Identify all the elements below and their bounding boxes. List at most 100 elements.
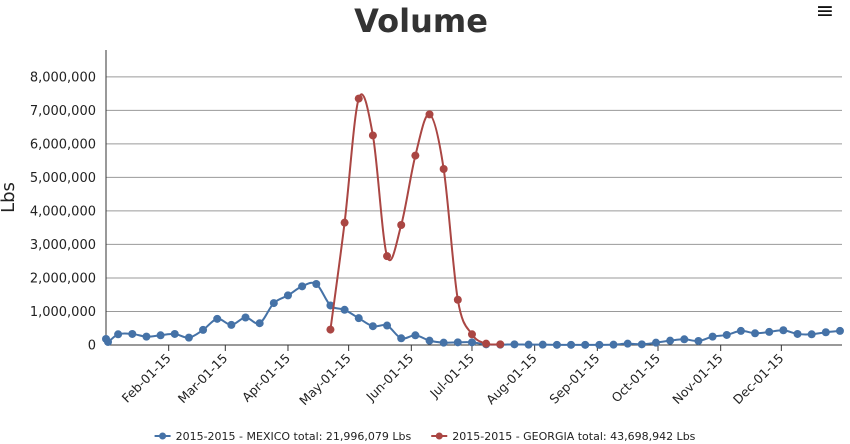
data-point[interactable] [524, 340, 533, 349]
x-tick-label: Apr-01-15 [239, 351, 293, 405]
grid-lines [106, 76, 842, 346]
data-point[interactable] [142, 332, 151, 341]
data-point[interactable] [708, 332, 717, 341]
data-point[interactable] [354, 314, 363, 323]
data-point[interactable] [609, 340, 618, 349]
data-point[interactable] [595, 340, 604, 349]
data-point[interactable] [156, 331, 165, 340]
x-tick-label: Dec-01-15 [730, 351, 787, 408]
data-point[interactable] [184, 333, 193, 342]
legend[interactable]: 2015-2015 - MEXICO total: 21,996,079 Lbs… [154, 430, 696, 443]
data-point[interactable] [368, 322, 377, 331]
y-tick-label: 7,000,000 [30, 104, 96, 119]
series-group [102, 93, 844, 349]
y-tick-label: 0 [88, 339, 96, 354]
data-point[interactable] [835, 326, 844, 335]
data-point[interactable] [411, 331, 420, 340]
data-point[interactable] [680, 335, 689, 344]
y-tick-label: 5,000,000 [30, 171, 96, 186]
x-tick-label: Nov-01-15 [669, 351, 726, 408]
data-point[interactable] [538, 340, 547, 349]
y-axis-ticks: 0 1,000,000 2,000,000 3,000,000 4,000,000 5,0… [30, 70, 96, 353]
data-point[interactable] [326, 325, 335, 334]
data-point[interactable] [552, 340, 561, 349]
data-point[interactable] [567, 340, 576, 349]
data-point[interactable] [312, 279, 321, 288]
data-point[interactable] [383, 252, 392, 261]
x-tick-label: Feb-01-15 [119, 351, 174, 406]
data-point[interactable] [496, 340, 505, 349]
data-point[interactable] [354, 94, 363, 103]
data-point[interactable] [128, 329, 137, 338]
data-point[interactable] [807, 330, 816, 339]
data-point[interactable] [651, 338, 660, 347]
legend-item-1[interactable]: 2015-2015 - MEXICO total: 21,996,079 Lbs [154, 430, 412, 443]
data-point[interactable] [411, 151, 420, 160]
data-point[interactable] [340, 305, 349, 314]
legend-item-2[interactable]: 2015-2015 - GEORGIA total: 43,698,942 Lb… [431, 430, 696, 443]
legend-label: 2015-2015 - GEORGIA total: 43,698,942 Lb… [452, 430, 695, 443]
data-point[interactable] [298, 282, 307, 291]
hamburger-icon: ≡ [815, 0, 835, 24]
x-tick-label: May-01-15 [296, 351, 354, 409]
data-point[interactable] [269, 299, 278, 308]
data-point[interactable] [170, 329, 179, 338]
data-point[interactable] [397, 220, 406, 229]
data-point[interactable] [425, 336, 434, 345]
data-point[interactable] [821, 328, 830, 337]
x-tick-label: Aug-01-15 [483, 351, 540, 408]
data-point[interactable] [439, 338, 448, 347]
data-point[interactable] [227, 320, 236, 329]
data-point[interactable] [255, 319, 264, 328]
data-point[interactable] [397, 334, 406, 343]
data-point[interactable] [467, 330, 476, 339]
data-point[interactable] [425, 110, 434, 119]
data-point[interactable] [666, 336, 675, 345]
data-point[interactable] [340, 218, 349, 227]
data-point[interactable] [383, 321, 392, 330]
data-point[interactable] [736, 326, 745, 335]
series-2 [326, 93, 505, 349]
x-tick-label: Sep-01-15 [546, 351, 602, 407]
y-tick-label: 8,000,000 [30, 70, 96, 85]
y-tick-label: 3,000,000 [30, 238, 96, 253]
y-tick-label: 1,000,000 [30, 305, 96, 320]
y-tick-label: 4,000,000 [30, 204, 96, 219]
data-point[interactable] [722, 330, 731, 339]
data-point[interactable] [467, 338, 476, 347]
x-axis: Feb-01-15 Mar-01-15 Apr-01-15 May-01-15 Jun-… [119, 345, 787, 409]
x-tick-label: Mar-01-15 [175, 351, 231, 407]
y-tick-label: 2,000,000 [30, 271, 96, 286]
data-point[interactable] [453, 295, 462, 304]
data-point[interactable] [213, 314, 222, 323]
data-point[interactable] [637, 340, 646, 349]
hamburger-menu-button[interactable]: ≡ [812, 0, 838, 24]
x-tick-label: Oct-01-15 [608, 351, 663, 406]
data-point[interactable] [439, 165, 448, 174]
data-point[interactable] [104, 337, 113, 346]
data-point[interactable] [779, 326, 788, 335]
legend-point-marker [435, 432, 443, 440]
data-point[interactable] [241, 313, 250, 322]
data-point[interactable] [694, 336, 703, 345]
data-point[interactable] [751, 329, 760, 338]
data-point[interactable] [765, 327, 774, 336]
series-line [329, 93, 501, 346]
data-point[interactable] [368, 131, 377, 140]
data-point[interactable] [793, 329, 802, 338]
data-point[interactable] [510, 340, 519, 349]
series-1 [102, 279, 844, 349]
legend-label: 2015-2015 - MEXICO total: 21,996,079 Lbs [176, 430, 412, 443]
y-axis-label: Lbs [0, 182, 19, 213]
chart-title: Volume [354, 2, 488, 40]
y-tick-label: 6,000,000 [30, 137, 96, 152]
data-point[interactable] [283, 291, 292, 300]
data-point[interactable] [453, 338, 462, 347]
data-point[interactable] [199, 325, 208, 334]
data-point[interactable] [581, 340, 590, 349]
data-point[interactable] [623, 339, 632, 348]
data-point[interactable] [482, 339, 491, 348]
data-point[interactable] [114, 330, 123, 339]
x-tick-label: Jul-01-15 [426, 351, 477, 402]
